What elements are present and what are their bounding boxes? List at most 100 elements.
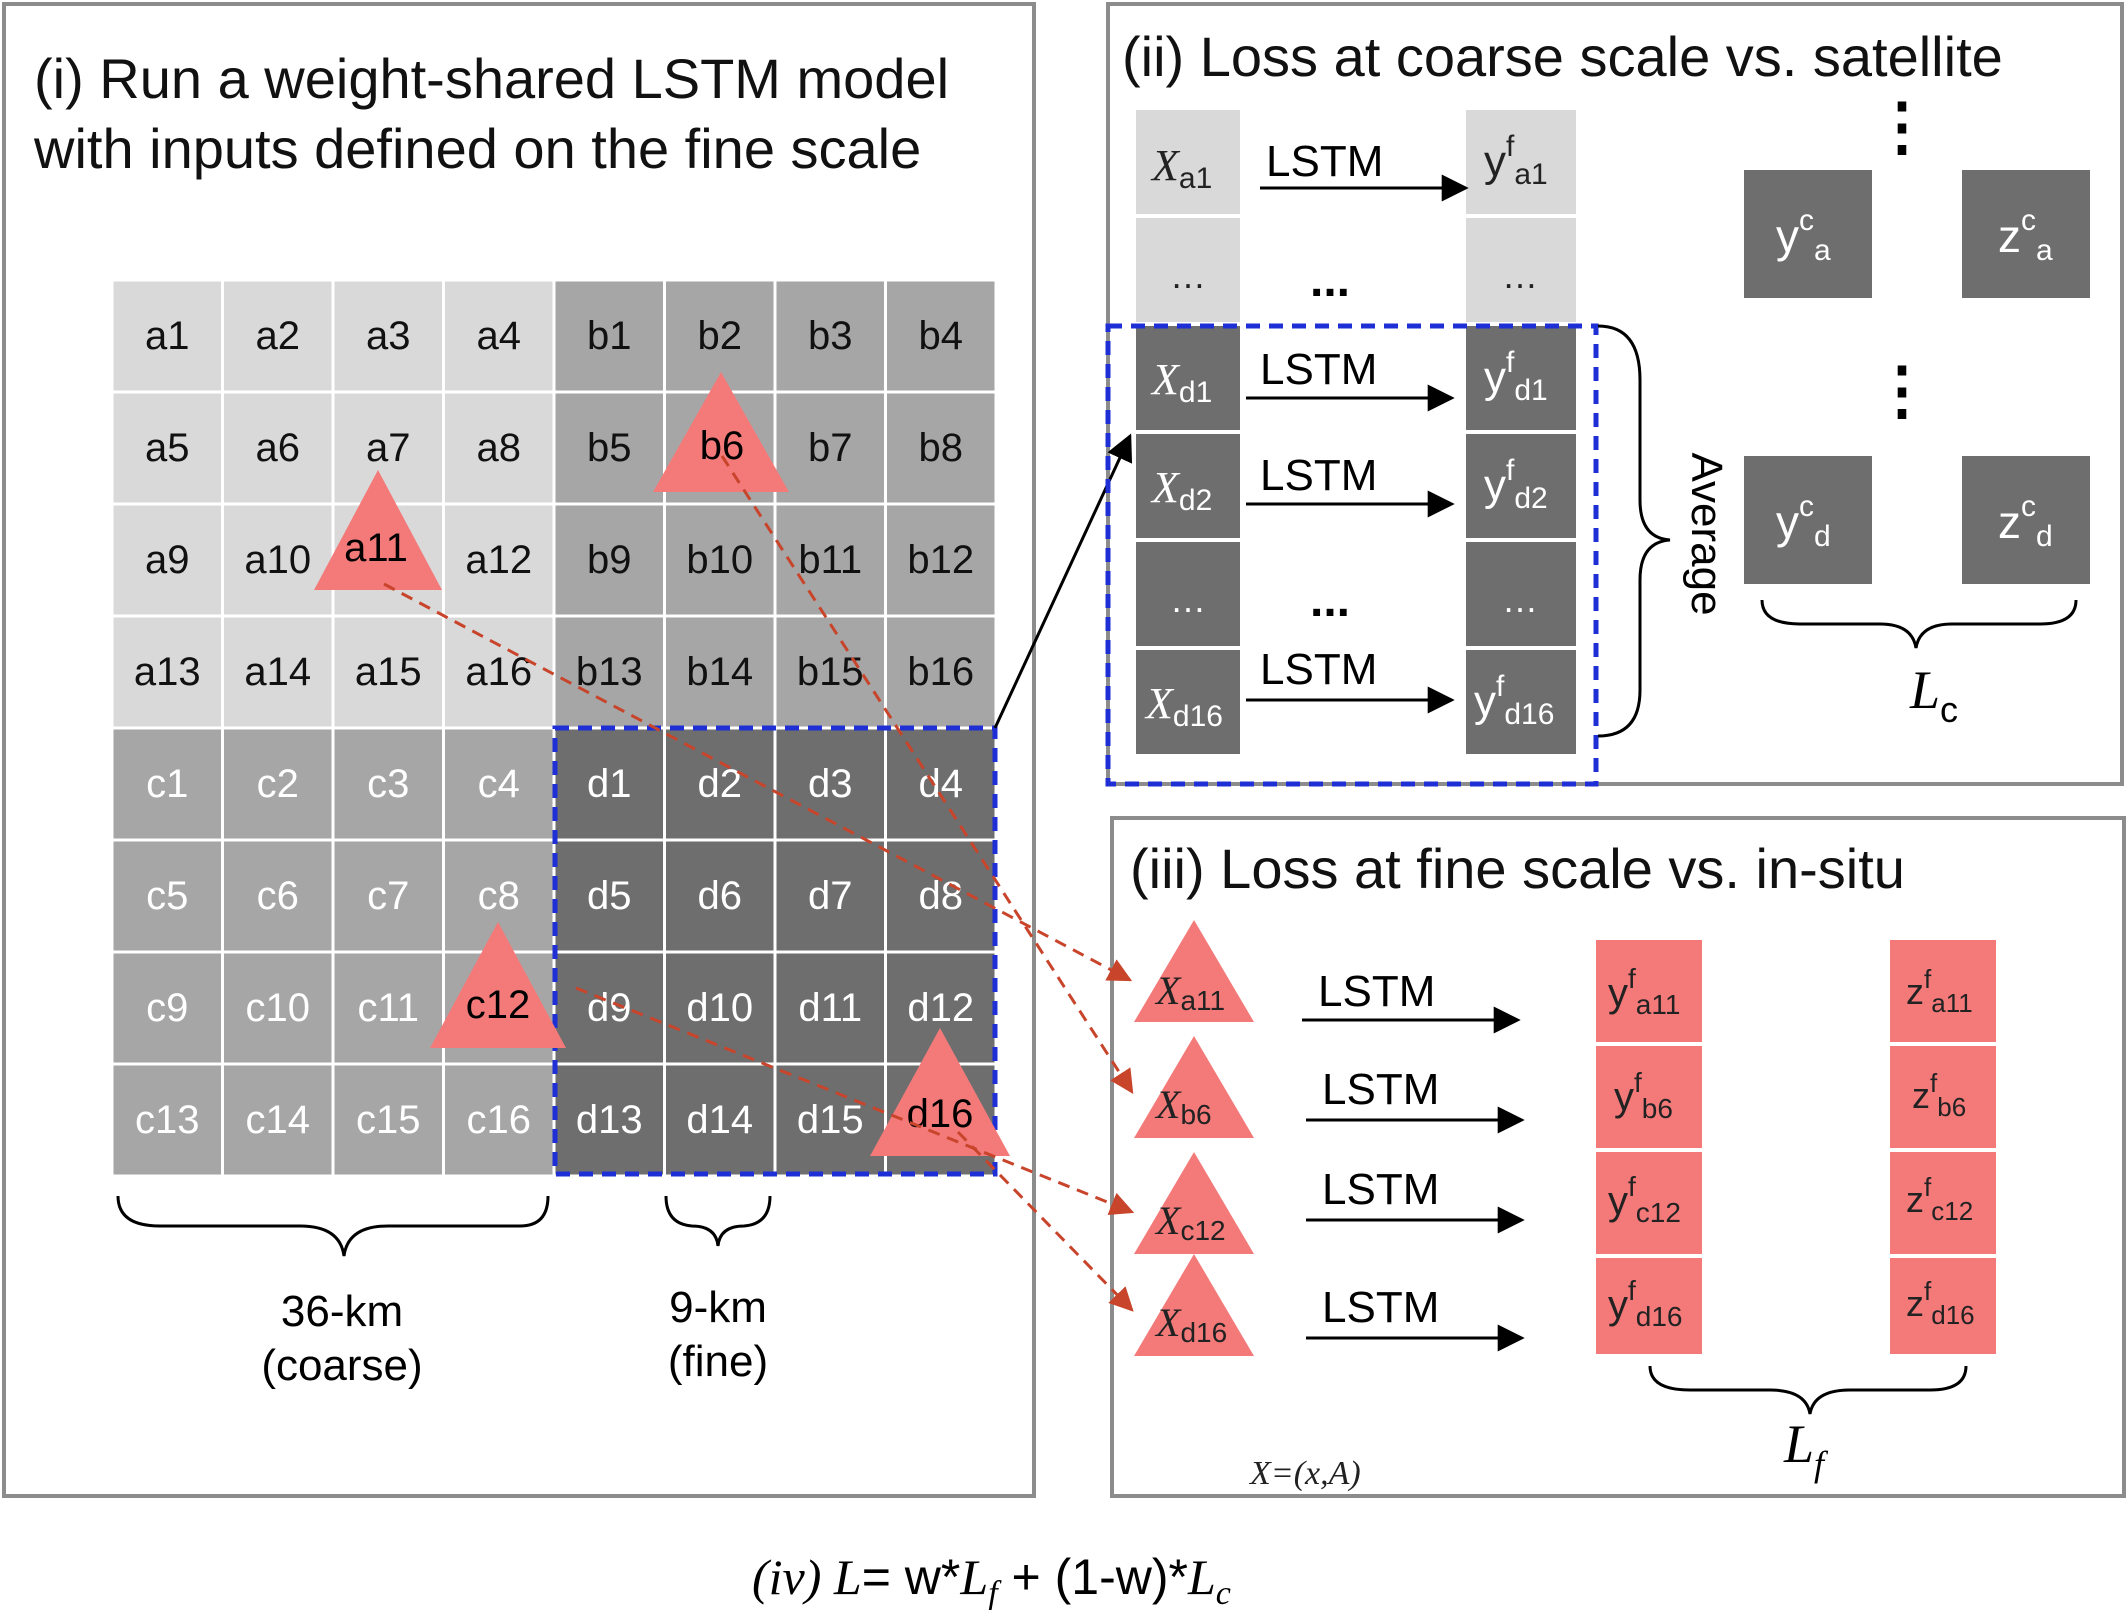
grid-cell-label-a3: a3 (366, 314, 411, 358)
grid-cell-label-c16: c16 (467, 1098, 532, 1142)
x-cell-ellipsis-top (1136, 218, 1240, 322)
site-label-a11: a11 (344, 526, 408, 570)
total-loss-equation: (iv) L= w*Lf + (1-w)*Lc (752, 1549, 1231, 1610)
site-label-c12: c12 (466, 983, 531, 1027)
coarse-box-z-d (1962, 456, 2090, 584)
grid-cell-label-a2: a2 (256, 314, 301, 358)
grid-cell-label-d3: d3 (808, 762, 853, 806)
grid-cell-c16 (442, 1062, 556, 1178)
x-triangle-d16 (1134, 1254, 1254, 1356)
fine-y-box-b6 (1596, 1046, 1702, 1148)
grid-cell-label-d10: d10 (686, 986, 753, 1030)
panel-i-frame (2, 2, 1036, 1498)
grid-cell-label-b7: b7 (808, 426, 853, 470)
y-cell-d2 (1466, 434, 1576, 538)
grid-cell-label-d11: d11 (798, 986, 862, 1030)
fine-y-label-c12: yfc12 (1608, 1171, 1681, 1228)
fine-z-box-b6 (1890, 1046, 1996, 1148)
x-triangle-label-d16: Xd16 (1154, 1300, 1227, 1348)
grid-cell-b10 (663, 502, 777, 618)
grid-cell-label-d13: d13 (576, 1098, 643, 1142)
grid-cell-label-c5: c5 (146, 874, 188, 918)
lf-brace (1648, 1365, 1968, 1415)
grid-cell-a15 (331, 614, 445, 730)
grid-cell-label-b12: b12 (907, 538, 974, 582)
grid-cell-label-b13: b13 (576, 650, 643, 694)
x-cell-a1 (1136, 110, 1240, 214)
grid-cell-d9 (552, 950, 666, 1066)
grid-cell-a1 (110, 278, 224, 394)
fine-z-box-a11 (1890, 940, 1996, 1042)
y-label-d2: yfd2 (1484, 454, 1548, 515)
grid-cell-b7 (773, 390, 887, 506)
site-marker-c12 (430, 922, 566, 1048)
lstm-label-iii-c12: LSTM (1322, 1165, 1439, 1214)
fine-y-box-d16 (1596, 1258, 1702, 1354)
grid-cell-label-d4: d4 (919, 762, 964, 806)
site-links (383, 455, 1135, 1312)
grid-cell-label-d15: d15 (797, 1098, 864, 1142)
grid-cell-b16 (884, 614, 998, 730)
grid-cell-label-a14: a14 (244, 650, 311, 694)
grid-cell-label-a6: a6 (256, 426, 301, 470)
grid-cell-label-b14: b14 (686, 650, 753, 694)
grid-cell-label-c13: c13 (135, 1098, 200, 1142)
link-b6 (720, 455, 1134, 1095)
grid-cell-c5 (110, 838, 224, 954)
panel-ii-title: (ii) Loss at coarse scale vs. satellite (1122, 25, 2003, 88)
site-marker-labels: a11 b6 c12 d16 (344, 424, 973, 1136)
site-marker-b6 (653, 372, 789, 492)
grid-cell-label-a7: a7 (366, 426, 411, 470)
grid-cell-label-c1: c1 (146, 762, 188, 806)
grid-cell-label-c6: c6 (257, 874, 299, 918)
x-triangle-label-a11: Xa11 (1154, 968, 1225, 1016)
coarse-brace (116, 1195, 550, 1257)
lstm-ellipsis-ii-bottom: ... (1310, 574, 1350, 627)
site-label-d16: d16 (907, 1092, 974, 1136)
y-label-d1: yfd1 (1484, 346, 1548, 407)
y-cell-d16 (1466, 650, 1576, 754)
grid-cell-c11 (331, 950, 445, 1066)
grid-cell-c6 (221, 838, 335, 954)
grid-cell-label-c9: c9 (146, 986, 188, 1030)
lf-label: Lf (1783, 1414, 1829, 1484)
lstm-label-ii-d2: LSTM (1260, 451, 1377, 500)
fine-z-box-c12 (1890, 1152, 1996, 1254)
grid-cell-a6 (221, 390, 335, 506)
fine-z-label-b6: zfb6 (1912, 1068, 1966, 1122)
site-marker-a11 (314, 470, 442, 590)
panel-i-title-line2: with inputs defined on the fine scale (33, 117, 921, 180)
grid-cell-c15 (331, 1062, 445, 1178)
link-a11 (383, 582, 1133, 982)
x-triangle-a11 (1134, 920, 1254, 1022)
lstm-label-iii-d16: LSTM (1322, 1283, 1439, 1332)
grid-cell-label-b5: b5 (587, 426, 632, 470)
grid-cell-label-a15: a15 (355, 650, 422, 694)
vdots-top: ⋮ (1870, 90, 1934, 162)
x-label-d2: Xd2 (1150, 463, 1212, 517)
grid-cell-label-d2: d2 (698, 762, 743, 806)
site-marker-d16 (870, 1028, 1010, 1156)
y-cell-a1 (1466, 110, 1576, 214)
fine-y-label-a11: yfa11 (1608, 963, 1680, 1020)
lstm-ellipsis-ii-top: ... (1310, 254, 1350, 307)
coarse-label-y-a: yca (1776, 204, 1831, 267)
lstm-label-ii-d1: LSTM (1260, 345, 1377, 394)
x-triangle-b6 (1134, 1036, 1254, 1138)
grid-cell-c3 (331, 726, 445, 842)
grid-cell-label-b8: b8 (919, 426, 964, 470)
fine-y-label-b6: yfb6 (1614, 1067, 1673, 1124)
grid-cell-c4 (442, 726, 556, 842)
x-cell-d1 (1136, 326, 1240, 430)
average-label: Average (1682, 452, 1731, 615)
y-label-a1: yfa1 (1484, 130, 1548, 191)
x-cell-d2 (1136, 434, 1240, 538)
fine-label-1: 9-km (669, 1283, 767, 1332)
link-d16 (956, 1130, 1134, 1312)
x-ellipsis-top: … (1170, 255, 1206, 296)
coarse-label-z-a: zca (1998, 204, 2053, 267)
grid-cell-label-b2: b2 (698, 314, 743, 358)
grid-cell-a2 (221, 278, 335, 394)
